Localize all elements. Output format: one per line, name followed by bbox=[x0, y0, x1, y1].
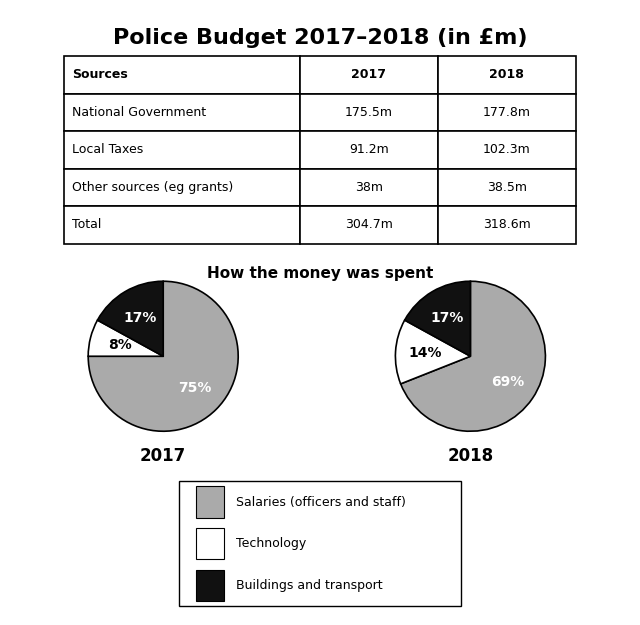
Text: 91.2m: 91.2m bbox=[349, 144, 388, 156]
Text: 2017: 2017 bbox=[351, 69, 386, 81]
Text: 2018: 2018 bbox=[447, 447, 493, 465]
Bar bbox=[300, 94, 438, 131]
Text: 175.5m: 175.5m bbox=[344, 106, 393, 119]
Bar bbox=[64, 206, 300, 244]
Bar bbox=[438, 206, 576, 244]
Bar bbox=[64, 94, 300, 131]
Text: 14%: 14% bbox=[409, 346, 442, 361]
Bar bbox=[300, 56, 438, 94]
Bar bbox=[300, 131, 438, 169]
Bar bbox=[196, 528, 224, 559]
Text: 8%: 8% bbox=[108, 338, 131, 352]
Wedge shape bbox=[97, 281, 163, 356]
Text: 177.8m: 177.8m bbox=[483, 106, 531, 119]
Text: 318.6m: 318.6m bbox=[483, 219, 531, 231]
Wedge shape bbox=[88, 320, 163, 356]
Bar bbox=[438, 131, 576, 169]
Bar bbox=[438, 56, 576, 94]
Text: Technology: Technology bbox=[236, 538, 306, 550]
Text: How the money was spent: How the money was spent bbox=[207, 266, 433, 281]
Bar bbox=[300, 206, 438, 244]
Text: 304.7m: 304.7m bbox=[345, 219, 392, 231]
FancyBboxPatch shape bbox=[179, 481, 461, 606]
Wedge shape bbox=[404, 281, 470, 356]
Text: 102.3m: 102.3m bbox=[483, 144, 531, 156]
Text: Buildings and transport: Buildings and transport bbox=[236, 579, 382, 592]
Bar bbox=[64, 131, 300, 169]
Text: 17%: 17% bbox=[124, 311, 157, 324]
Text: Local Taxes: Local Taxes bbox=[72, 144, 143, 156]
Bar bbox=[438, 94, 576, 131]
Text: Salaries (officers and staff): Salaries (officers and staff) bbox=[236, 496, 405, 509]
Text: 69%: 69% bbox=[491, 374, 524, 389]
Wedge shape bbox=[88, 281, 238, 431]
Text: 38.5m: 38.5m bbox=[487, 181, 527, 194]
Text: National Government: National Government bbox=[72, 106, 206, 119]
Bar bbox=[64, 169, 300, 206]
Text: Sources: Sources bbox=[72, 69, 127, 81]
Text: 2018: 2018 bbox=[490, 69, 524, 81]
Text: Police Budget 2017–2018 (in £m): Police Budget 2017–2018 (in £m) bbox=[113, 28, 527, 48]
Bar bbox=[196, 486, 224, 518]
Text: 38m: 38m bbox=[355, 181, 383, 194]
Text: 75%: 75% bbox=[179, 381, 212, 395]
Text: 17%: 17% bbox=[431, 311, 464, 324]
Wedge shape bbox=[396, 320, 470, 384]
Text: 2017: 2017 bbox=[140, 447, 186, 465]
Text: Total: Total bbox=[72, 219, 101, 231]
Bar bbox=[196, 570, 224, 601]
Bar bbox=[438, 169, 576, 206]
Wedge shape bbox=[401, 281, 545, 431]
Bar bbox=[64, 56, 300, 94]
Text: Other sources (eg grants): Other sources (eg grants) bbox=[72, 181, 233, 194]
Bar bbox=[300, 169, 438, 206]
